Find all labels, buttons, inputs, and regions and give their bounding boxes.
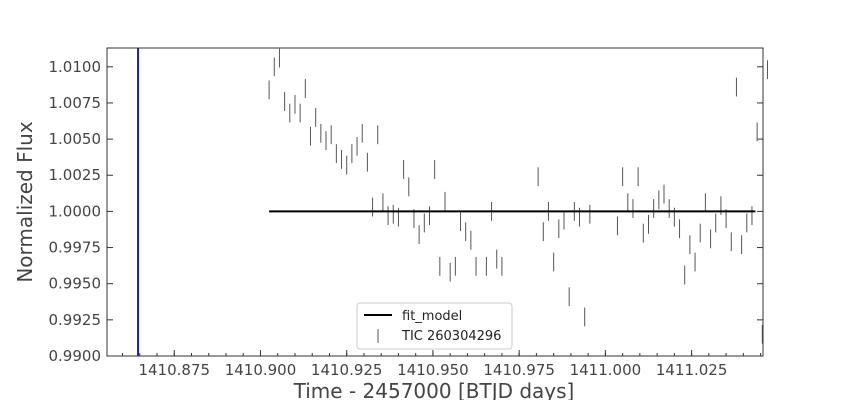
legend-box xyxy=(356,302,513,350)
x-tick-label: 1410.900 xyxy=(225,361,297,379)
x-tick-label: 1410.950 xyxy=(397,361,469,379)
x-tick-label: 1410.975 xyxy=(483,361,555,379)
plot-frame xyxy=(106,47,764,357)
x-tick-label: 1410.875 xyxy=(138,361,210,379)
y-tick-label: 1.0025 xyxy=(49,166,102,184)
x-axis-label: Time - 2457000 [BTJD days] xyxy=(293,379,575,400)
y-tick-label: 0.9950 xyxy=(49,275,102,293)
y-tick-label: 1.0100 xyxy=(49,58,102,76)
y-tick-label: 1.0050 xyxy=(49,130,102,148)
y-tick-label: 0.9900 xyxy=(49,347,102,365)
legend: fit_model TIC 260304296 xyxy=(356,302,513,350)
plot-marks xyxy=(137,48,768,356)
y-tick-label: 1.0000 xyxy=(49,202,102,220)
x-tick-label: 1411.000 xyxy=(570,361,642,379)
y-tick-label: 0.9925 xyxy=(49,311,102,329)
y-tick-label: 0.9975 xyxy=(49,239,102,257)
x-tick-label: 1410.925 xyxy=(311,361,383,379)
x-tick-label: 1411.025 xyxy=(656,361,728,379)
y-axis-label: Normalized Flux xyxy=(13,121,37,283)
legend-label-fit-model: fit_model xyxy=(402,309,462,324)
legend-label-target: TIC 260304296 xyxy=(401,329,501,344)
y-tick-label: 1.0075 xyxy=(49,94,102,112)
axis-ticks: 1410.875 1410.900 1410.925 1410.950 1410.975… xyxy=(49,58,763,379)
